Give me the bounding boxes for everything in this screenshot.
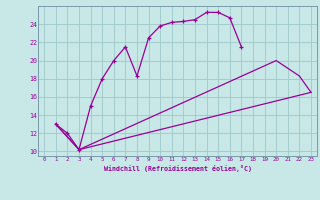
X-axis label: Windchill (Refroidissement éolien,°C): Windchill (Refroidissement éolien,°C): [104, 165, 252, 172]
